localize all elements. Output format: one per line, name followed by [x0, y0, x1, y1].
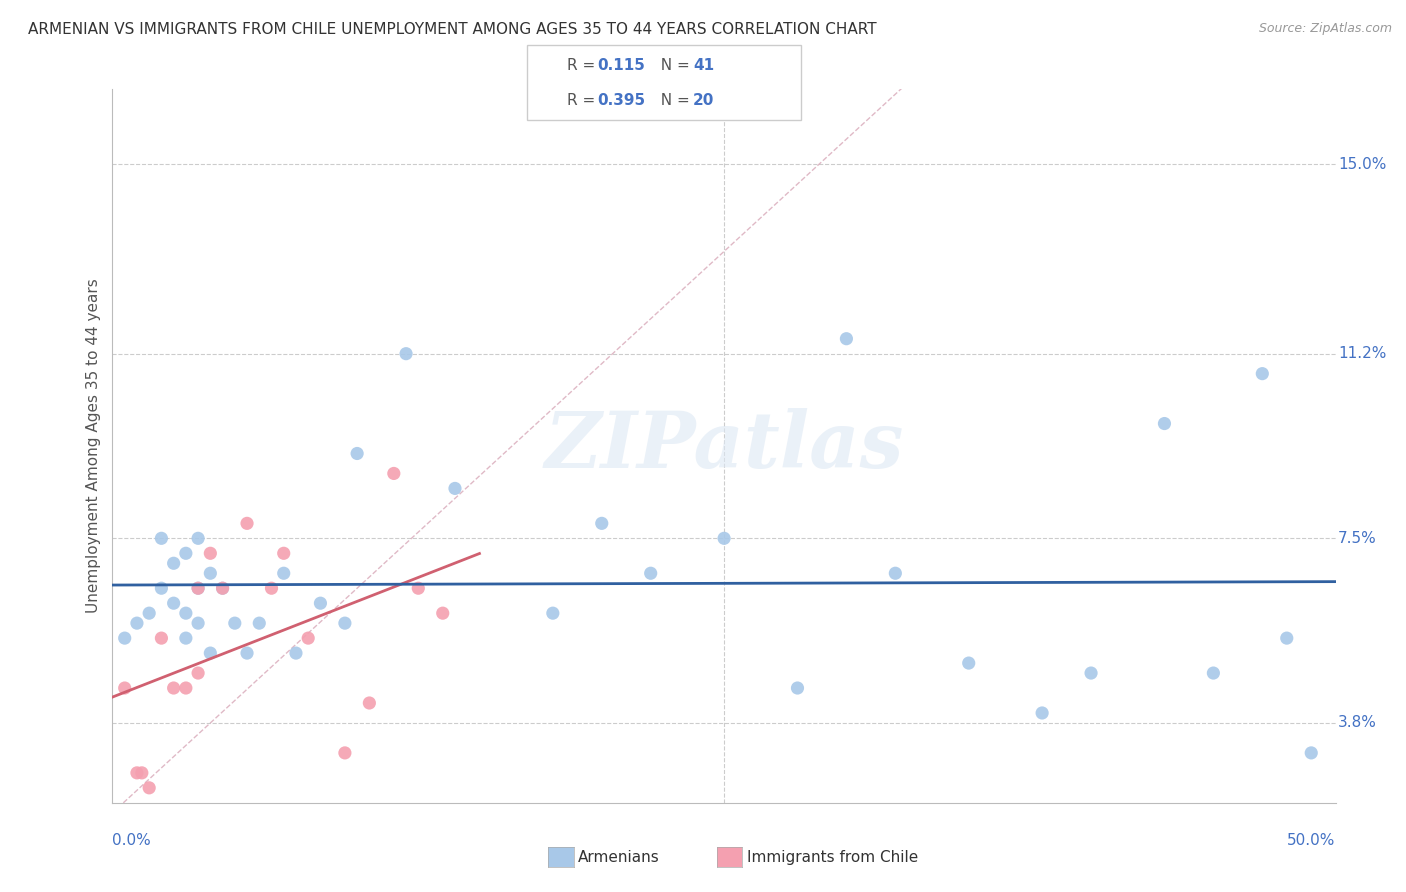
Y-axis label: Unemployment Among Ages 35 to 44 years: Unemployment Among Ages 35 to 44 years	[86, 278, 101, 614]
Point	[273, 546, 295, 560]
Text: Immigrants from Chile: Immigrants from Chile	[747, 850, 918, 864]
Point	[284, 646, 308, 660]
Point	[1251, 367, 1274, 381]
Text: N =: N =	[651, 94, 695, 108]
Text: R =: R =	[567, 58, 600, 72]
Point	[835, 332, 858, 346]
Point	[187, 581, 209, 595]
Point	[163, 596, 186, 610]
Point	[125, 765, 148, 780]
Text: ARMENIAN VS IMMIGRANTS FROM CHILE UNEMPLOYMENT AMONG AGES 35 TO 44 YEARS CORRELA: ARMENIAN VS IMMIGRANTS FROM CHILE UNEMPL…	[28, 22, 877, 37]
Point	[163, 681, 186, 695]
Point	[408, 581, 430, 595]
Point	[187, 581, 209, 595]
Text: 0.115: 0.115	[598, 58, 645, 72]
Text: ZIPatlas: ZIPatlas	[544, 408, 904, 484]
Point	[346, 446, 368, 460]
Point	[150, 581, 173, 595]
Point	[382, 467, 405, 481]
Point	[273, 566, 295, 581]
Point	[131, 765, 153, 780]
Point	[200, 646, 222, 660]
Point	[1301, 746, 1323, 760]
Point	[432, 606, 454, 620]
Point	[309, 596, 332, 610]
Point	[957, 656, 980, 670]
Point	[200, 566, 222, 581]
Text: 20: 20	[693, 94, 714, 108]
Point	[138, 780, 160, 795]
Point	[884, 566, 907, 581]
Point	[211, 581, 233, 595]
Point	[260, 581, 283, 595]
Text: R =: R =	[567, 94, 600, 108]
Point	[591, 516, 613, 531]
Text: N =: N =	[651, 58, 695, 72]
Point	[138, 606, 160, 620]
Text: 50.0%: 50.0%	[1288, 833, 1336, 848]
Text: 11.2%: 11.2%	[1339, 346, 1386, 361]
Point	[713, 531, 735, 545]
Point	[1080, 666, 1102, 681]
Point	[333, 746, 356, 760]
Point	[297, 631, 319, 645]
Text: 15.0%: 15.0%	[1339, 157, 1386, 171]
Point	[187, 616, 209, 631]
Point	[174, 606, 197, 620]
Point	[211, 581, 233, 595]
Point	[395, 347, 418, 361]
Point	[1275, 631, 1298, 645]
Text: 41: 41	[693, 58, 714, 72]
Point	[200, 546, 222, 560]
Point	[187, 531, 209, 545]
Point	[150, 631, 173, 645]
Text: Source: ZipAtlas.com: Source: ZipAtlas.com	[1258, 22, 1392, 36]
Point	[359, 696, 381, 710]
Point	[174, 546, 197, 560]
Text: 3.8%: 3.8%	[1339, 715, 1376, 731]
Text: Armenians: Armenians	[578, 850, 659, 864]
Point	[125, 616, 148, 631]
Point	[247, 616, 270, 631]
Point	[114, 681, 136, 695]
Point	[224, 616, 246, 631]
Point	[1031, 706, 1053, 720]
Text: 0.0%: 0.0%	[112, 833, 152, 848]
Text: 7.5%: 7.5%	[1339, 531, 1376, 546]
Point	[114, 631, 136, 645]
Point	[786, 681, 808, 695]
Point	[163, 556, 186, 570]
Point	[150, 531, 173, 545]
Point	[1153, 417, 1175, 431]
Point	[236, 646, 259, 660]
Point	[187, 666, 209, 681]
Point	[444, 482, 467, 496]
Point	[640, 566, 662, 581]
Point	[236, 516, 259, 531]
Point	[174, 681, 197, 695]
Text: 0.395: 0.395	[598, 94, 645, 108]
Point	[541, 606, 564, 620]
Point	[333, 616, 356, 631]
Point	[174, 631, 197, 645]
Point	[1202, 666, 1225, 681]
